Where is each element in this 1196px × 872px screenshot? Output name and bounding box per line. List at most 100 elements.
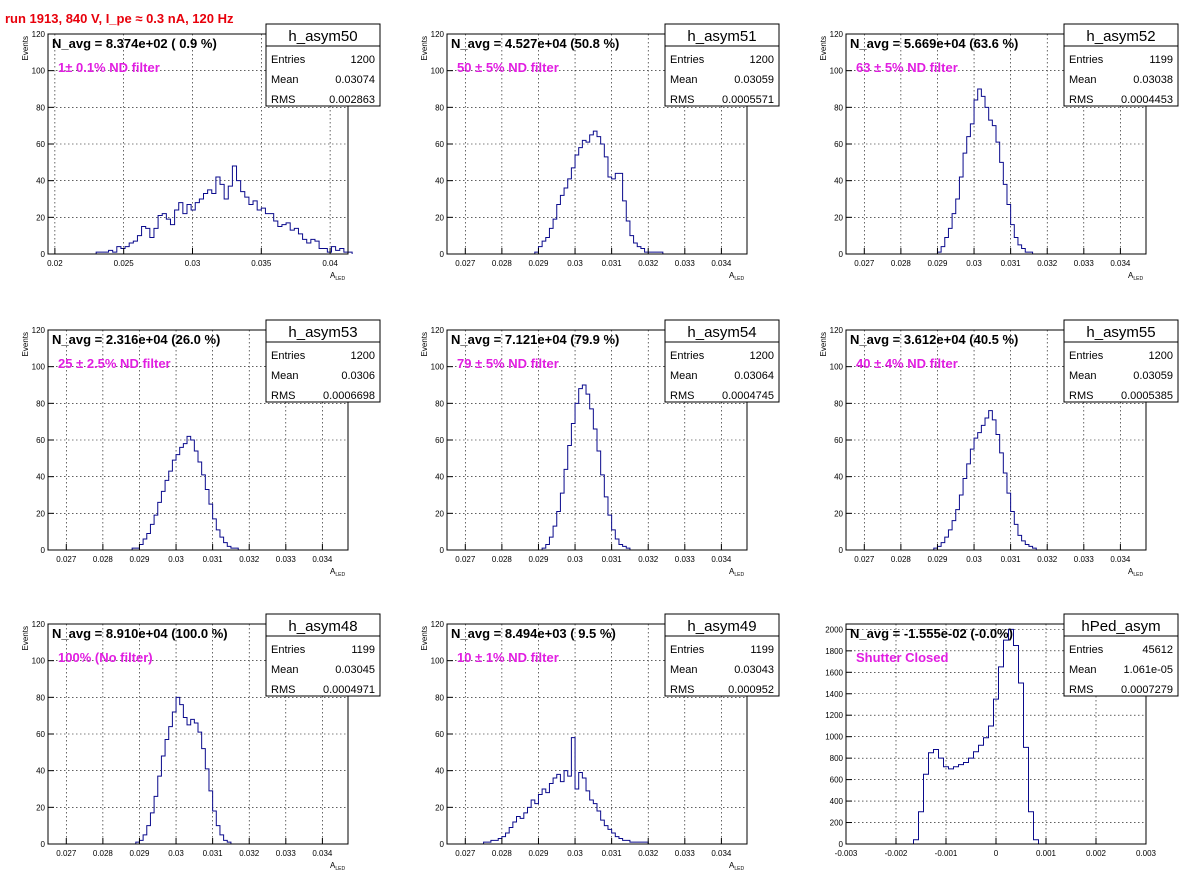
- x-tick-label: 0.031: [203, 849, 224, 858]
- y-tick-label: 40: [36, 767, 45, 776]
- stat-label: RMS: [271, 390, 295, 402]
- y-tick-label: 0: [839, 840, 844, 849]
- histogram-name: h_asym49: [687, 618, 756, 635]
- x-tick-label: 0.029: [528, 259, 549, 268]
- filter-annotation: 63 ± 5% ND filter: [856, 60, 958, 75]
- stat-value: 0.0007279: [1121, 684, 1173, 696]
- histogram-panel-h_asym54: 0.027 0.028 0.029 0.03 0.031 0.032 0.033 0.034 0…: [420, 319, 780, 578]
- stat-value: 0.0004453: [1121, 94, 1173, 106]
- y-tick-label: 60: [435, 140, 444, 149]
- x-tick-label: 0.028: [492, 259, 513, 268]
- y-axis-label: Events: [420, 626, 429, 650]
- y-tick-label: 80: [435, 693, 444, 702]
- x-axis-label-subscript: LED: [734, 276, 744, 282]
- x-axis-label-subscript: LED: [734, 572, 744, 578]
- x-tick-label: 0.034: [312, 555, 333, 564]
- y-tick-label: 20: [834, 213, 843, 222]
- x-axis-label: ALED: [330, 567, 345, 578]
- histogram-series: [135, 696, 232, 844]
- x-tick-label: 0.034: [711, 849, 732, 858]
- stat-value: 0.03059: [1133, 370, 1173, 382]
- y-axis-label: Events: [21, 626, 30, 650]
- histogram-series: [913, 628, 1039, 844]
- histogram-panel-h_asym55: 0.027 0.028 0.029 0.03 0.031 0.032 0.033 0.034 0…: [819, 319, 1179, 578]
- histogram-name: h_asym51: [687, 28, 756, 45]
- x-axis-label: ALED: [330, 861, 345, 872]
- y-tick-label: 1400: [825, 690, 843, 699]
- y-tick-label: 0: [41, 840, 46, 849]
- x-tick-label: 0.03: [567, 555, 583, 564]
- stats-box: h_asym52 Entries 1199 Mean 0.03038 RMS 0.00044…: [1063, 23, 1179, 107]
- x-tick-label: 0.032: [239, 555, 260, 564]
- y-tick-label: 120: [32, 326, 46, 335]
- n-avg-annotation: N_avg = 5.669e+04 (63.6 %): [850, 36, 1018, 51]
- stats-box-frame: [265, 613, 381, 697]
- stat-value: 1200: [1149, 350, 1173, 362]
- histogram-series: [131, 435, 239, 550]
- stat-label: Entries: [670, 350, 705, 362]
- stat-label: Entries: [1069, 54, 1104, 66]
- y-tick-label: 1600: [825, 668, 843, 677]
- y-tick-label: 60: [36, 436, 45, 445]
- stat-value: 0.0005571: [722, 94, 774, 106]
- x-tick-label: 0.033: [1074, 259, 1095, 268]
- n-avg-annotation: N_avg = 8.494e+03 ( 9.5 %): [451, 626, 616, 641]
- x-tick-label: 0.034: [711, 555, 732, 564]
- x-tick-label: 0.028: [93, 555, 114, 564]
- x-tick-label: 0: [994, 849, 999, 858]
- stat-label: Entries: [1069, 350, 1104, 362]
- stat-value: 0.03074: [335, 74, 375, 86]
- histogram-series: [95, 165, 353, 254]
- y-tick-label: 400: [830, 797, 844, 806]
- y-tick-label: 20: [435, 213, 444, 222]
- n-avg-annotation: N_avg = 7.121e+04 (79.9 %): [451, 332, 619, 347]
- x-axis-label: ALED: [330, 271, 345, 282]
- y-axis-label: Events: [819, 36, 828, 60]
- y-tick-label: 120: [830, 30, 844, 39]
- x-tick-label: 0.027: [56, 555, 77, 564]
- stat-label: RMS: [670, 684, 694, 696]
- x-tick-label: 0.034: [1110, 259, 1131, 268]
- x-tick-label: 0.032: [638, 849, 659, 858]
- stats-box: hPed_asym Entries 45612 Mean 1.061e-05 RMS 0.0…: [1063, 613, 1179, 697]
- x-tick-label: 0.034: [312, 849, 333, 858]
- x-tick-label: 0.034: [1110, 555, 1131, 564]
- y-axis-label: Events: [21, 36, 30, 60]
- y-tick-label: 100: [830, 67, 844, 76]
- y-tick-label: 1000: [825, 733, 843, 742]
- y-tick-label: 20: [435, 803, 444, 812]
- x-tick-label: 0.027: [455, 259, 476, 268]
- n-avg-annotation: N_avg = 8.374e+02 ( 0.9 %): [52, 36, 217, 51]
- stats-box: h_asym54 Entries 1200 Mean 0.03064 RMS 0.00047…: [664, 319, 780, 403]
- stat-label: Mean: [670, 664, 698, 676]
- x-tick-label: 0.028: [492, 555, 513, 564]
- y-tick-label: 40: [36, 177, 45, 186]
- n-avg-annotation: N_avg = 2.316e+04 (26.0 %): [52, 332, 220, 347]
- x-axis-label-subscript: LED: [335, 866, 345, 872]
- stats-box-frame: [1063, 613, 1179, 697]
- histogram-panel-h_asym48: 0.027 0.028 0.029 0.03 0.031 0.032 0.033 0.034 0…: [21, 613, 381, 872]
- x-tick-label: 0.027: [56, 849, 77, 858]
- n-avg-annotation: N_avg = 3.612e+04 (40.5 %): [850, 332, 1018, 347]
- x-tick-label: 0.03: [567, 849, 583, 858]
- y-tick-label: 0: [41, 546, 46, 555]
- x-tick-label: 0.033: [675, 259, 696, 268]
- x-tick-label: 0.029: [927, 259, 948, 268]
- n-avg-annotation: N_avg = 8.910e+04 (100.0 %): [52, 626, 228, 641]
- stat-label: RMS: [1069, 94, 1093, 106]
- x-tick-label: 0.029: [927, 555, 948, 564]
- x-axis-label-subscript: LED: [734, 866, 744, 872]
- stats-box: h_asym51 Entries 1200 Mean 0.03059 RMS 0.00055…: [664, 23, 780, 107]
- filter-annotation: 100% (No filter): [58, 650, 153, 665]
- x-axis-label-subscript: LED: [1133, 572, 1143, 578]
- y-tick-label: 0: [839, 546, 844, 555]
- stat-value: 0.0004971: [323, 684, 375, 696]
- y-tick-label: 80: [36, 399, 45, 408]
- stat-value: 1199: [1149, 54, 1173, 66]
- stat-label: Entries: [271, 644, 306, 656]
- stats-box: h_asym50 Entries 1200 Mean 0.03074 RMS 0.00286…: [265, 23, 381, 107]
- x-tick-label: 0.028: [492, 849, 513, 858]
- stat-label: Entries: [670, 644, 705, 656]
- x-tick-label: 0.02: [47, 259, 63, 268]
